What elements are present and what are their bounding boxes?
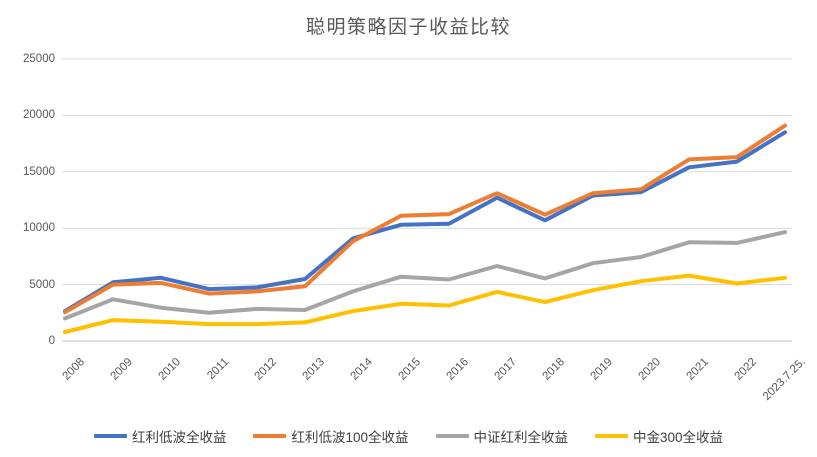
legend-label: 中证红利全收益 — [473, 430, 569, 445]
legend-line-swatch — [435, 433, 469, 439]
legend: 红利低波全收益 红利低波100全收益 中证红利全收益 中金300全收益 — [0, 426, 817, 446]
legend-label: 中金300全收益 — [633, 430, 724, 445]
y-axis-tick-label: 20000 — [23, 109, 55, 122]
series-line-1[interactable] — [63, 123, 787, 315]
legend-item-1[interactable]: 红利低波100全收益 — [253, 426, 409, 446]
legend-label: 红利低波100全收益 — [291, 430, 409, 445]
legend-line-swatch — [595, 433, 628, 439]
legend-line-swatch — [93, 433, 127, 439]
legend-line-swatch — [253, 433, 287, 439]
y-axis-tick-label: 5000 — [29, 278, 55, 291]
y-axis-tick-label: 15000 — [23, 165, 55, 178]
plot-area — [62, 58, 792, 342]
y-axis-tick-label: 0 — [48, 335, 55, 347]
legend-item-2[interactable]: 中证红利全收益 — [435, 426, 569, 446]
chart-title: 聪明策略因子收益比较 — [305, 17, 511, 38]
y-axis-tick-label: 25000 — [23, 53, 55, 65]
legend-label: 红利低波全收益 — [131, 430, 227, 445]
legend-item-3[interactable]: 中金300全收益 — [595, 426, 723, 446]
legend-item-0[interactable]: 红利低波全收益 — [93, 426, 227, 446]
series-line-2[interactable] — [63, 230, 787, 321]
y-axis-tick-label: 10000 — [23, 222, 55, 235]
series-line-0[interactable] — [63, 130, 787, 314]
series-line-3[interactable] — [63, 273, 787, 334]
